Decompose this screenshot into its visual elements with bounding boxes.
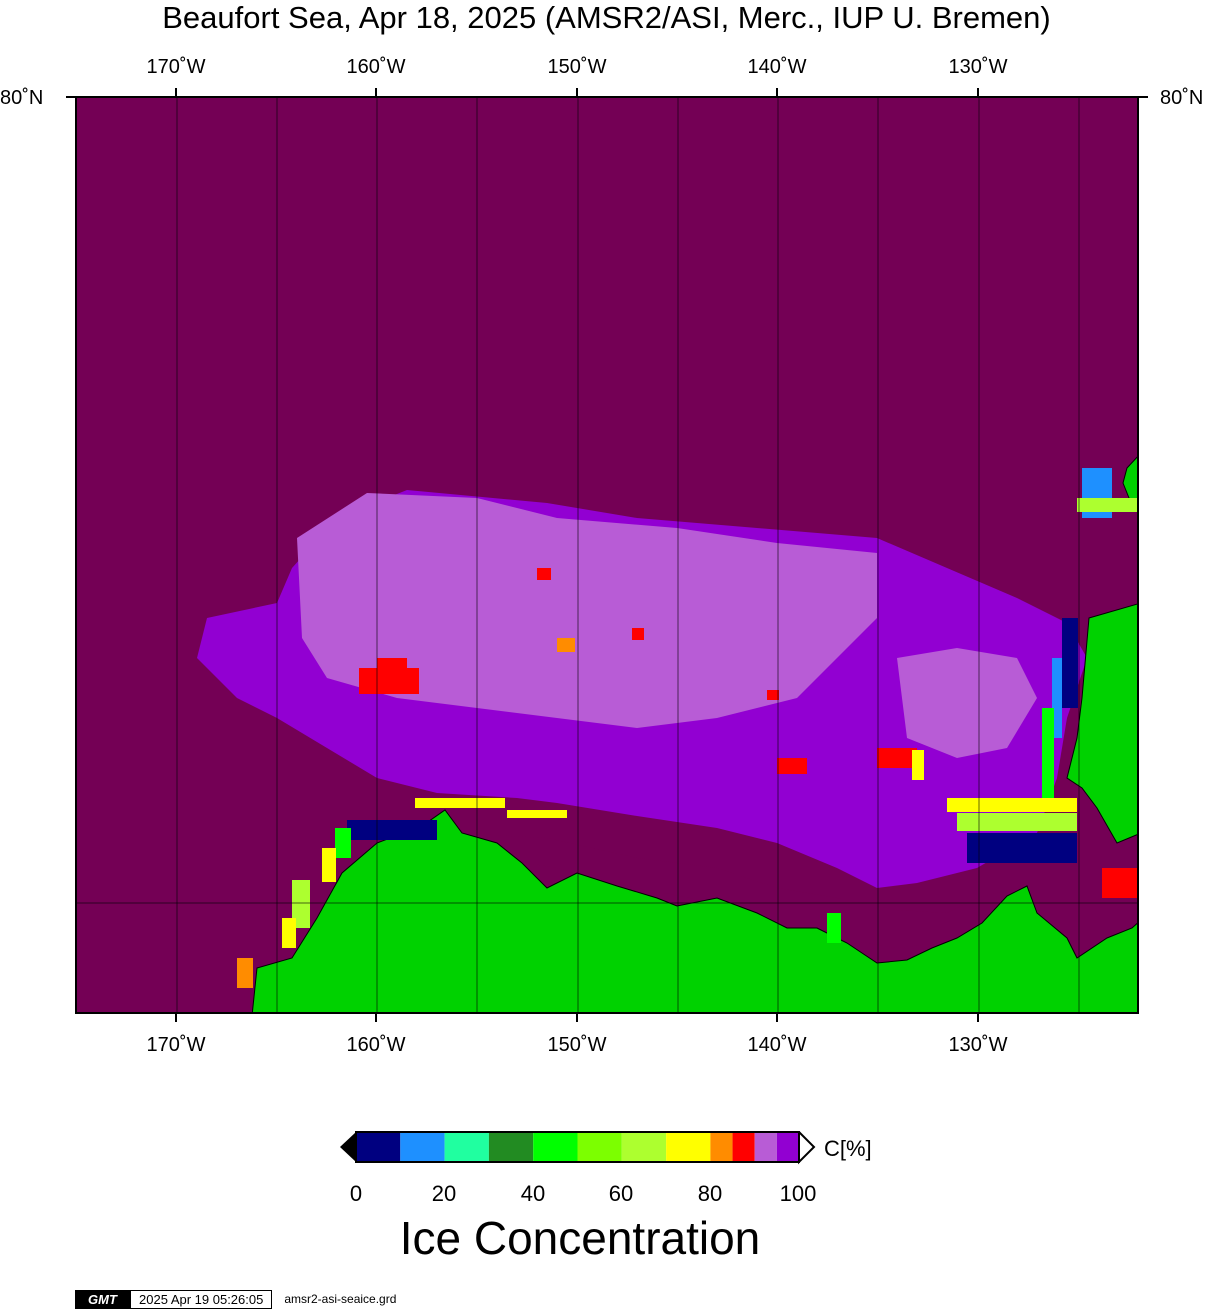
ice-concentration-map — [75, 96, 1139, 1014]
timestamp: 2025 Apr 19 05:26:05 — [130, 1289, 273, 1309]
legend-title: Ice Concentration — [399, 1212, 761, 1264]
lon-label-top-170w: 170˚W — [146, 56, 206, 78]
color-bar-swatch — [666, 1132, 711, 1162]
color-bar-swatch — [732, 1132, 755, 1162]
lat-label-right-80n: 80˚N — [1160, 87, 1204, 109]
map-title: Beaufort Sea, Apr 18, 2025 (AMSR2/ASI, M… — [162, 0, 1051, 35]
color-bar-swatch — [400, 1132, 445, 1162]
color-bar-swatch — [356, 1132, 401, 1162]
ice-patch-90-east — [897, 648, 1037, 758]
lat-label-left-80n: 80˚N — [0, 87, 44, 109]
color-bar-tick-80: 80 — [697, 1181, 723, 1206]
gmt-logo: GMT — [75, 1289, 130, 1309]
color-bar-over-arrow — [798, 1131, 816, 1165]
lon-label-top-160w: 160˚W — [346, 56, 406, 78]
color-bar-under-arrow — [340, 1132, 356, 1162]
lon-label-bottom-130w: 130˚W — [948, 1034, 1008, 1056]
color-bar-tick-60: 60 — [608, 1181, 634, 1206]
open-water-lane — [457, 833, 1037, 948]
color-bar-tick-40: 40 — [520, 1181, 546, 1206]
graticule — [77, 98, 1137, 1012]
frame-ticks — [66, 88, 1148, 1022]
footer: GMT 2025 Apr 19 05:26:05 amsr2-asi-seaic… — [75, 1289, 396, 1309]
lon-label-top-130w: 130˚W — [948, 56, 1008, 78]
lon-label-bottom-160w: 160˚W — [346, 1034, 406, 1056]
color-bar-swatch — [754, 1132, 777, 1162]
color-bar-swatch — [488, 1132, 534, 1162]
lon-label-bottom-140w: 140˚W — [747, 1034, 807, 1056]
coastal-ice-bands — [237, 468, 1137, 988]
color-bar-label: C[%] — [824, 1136, 872, 1161]
color-bar-swatch — [621, 1132, 667, 1162]
lon-label-bottom-150w: 150˚W — [547, 1034, 607, 1056]
grid-file-name: amsr2-asi-seaice.grd — [284, 1291, 397, 1306]
color-bar — [340, 1131, 816, 1165]
lon-label-top-150w: 150˚W — [547, 56, 607, 78]
lon-label-top-140w: 140˚W — [747, 56, 807, 78]
color-bar-tick-20: 20 — [431, 1181, 457, 1206]
color-bar-swatches — [356, 1132, 799, 1162]
color-bar-tick-100: 100 — [779, 1181, 817, 1206]
color-bar-swatch — [577, 1132, 622, 1162]
color-bar-tick-0: 0 — [349, 1181, 363, 1206]
high-ice-spots — [359, 568, 924, 780]
lon-label-bottom-170w: 170˚W — [146, 1034, 206, 1056]
ice-field-90 — [297, 493, 877, 728]
color-bar-swatch — [444, 1132, 489, 1162]
color-bar-swatch — [710, 1132, 733, 1162]
color-bar-swatch — [533, 1132, 578, 1162]
color-bar-swatch — [776, 1132, 799, 1162]
